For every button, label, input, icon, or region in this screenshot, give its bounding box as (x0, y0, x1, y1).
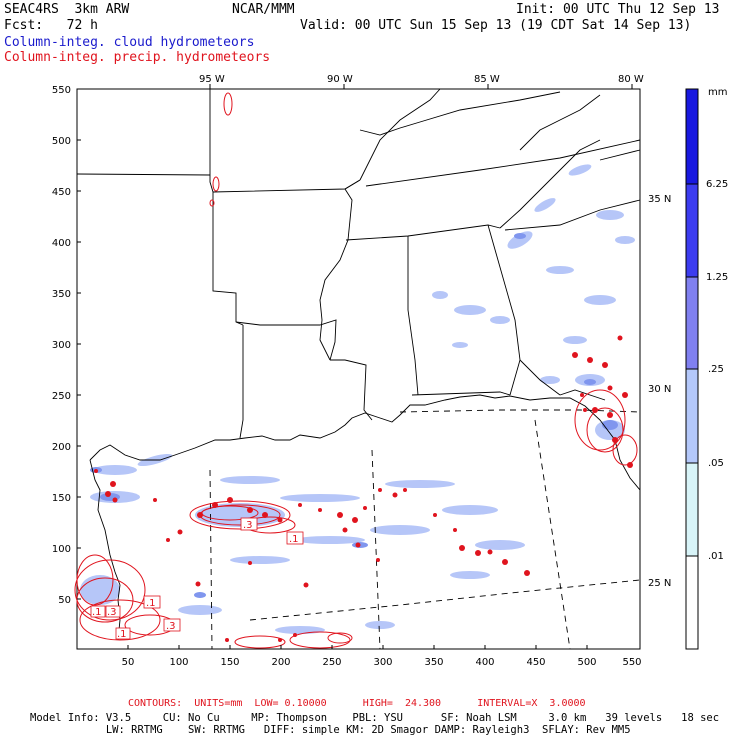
lat-label: 35 N (648, 194, 671, 205)
colorbar-label: 1.25 (706, 272, 728, 283)
longitude-labels: 95 W 90 W 85 W 80 W (199, 74, 644, 85)
y-tick-label: 100 (52, 544, 71, 555)
y-tick-label: 500 (52, 136, 71, 147)
contour-label: .3 (166, 621, 176, 632)
y-tick-label: 50 (58, 595, 71, 606)
contour-label: .3 (243, 520, 253, 531)
y-tick-label: 150 (52, 493, 71, 504)
contour-label: .1 (117, 629, 127, 640)
y-axis-tick-marks (77, 88, 81, 600)
colorbar-bin (686, 556, 698, 649)
y-tick-label: 200 (52, 442, 71, 453)
center-name: NCAR/MMM (232, 2, 295, 17)
x-tick-label: 400 (475, 657, 494, 668)
init-time: Init: 00 UTC Thu 12 Sep 13 (516, 2, 720, 17)
x-tick-label: 100 (169, 657, 188, 668)
colorbar-label: 6.25 (706, 179, 728, 190)
lon-label: 90 W (327, 74, 353, 85)
y-tick-label: 350 (52, 289, 71, 300)
field-cloud-label: Column-integ. cloud hydrometeors (4, 35, 255, 50)
x-tick-label: 150 (220, 657, 239, 668)
lat-label: 30 N (648, 384, 671, 395)
model-info-line1: Model Info: V3.5 CU: No Cu MP: Thompson … (30, 712, 720, 724)
latitude-labels: 35 N 30 N 25 N (648, 194, 671, 589)
lon-label: 85 W (474, 74, 500, 85)
colorbar-bin (686, 89, 698, 184)
map-figure: .3 .1 .1 .1 .3 .3 .1 95 W 90 W 85 W 80 W… (52, 74, 728, 668)
model-info-line2: LW: RRTMG SW: RRTMG DIFF: simple KM: 2D … (30, 724, 631, 736)
valid-time: Valid: 00 UTC Sun 15 Sep 13 (19 CDT Sat … (300, 18, 692, 33)
x-tick-label: 250 (322, 657, 341, 668)
contour-label: .1 (92, 607, 102, 618)
colorbar-label: .25 (708, 364, 724, 375)
x-tick-label: 50 (122, 657, 135, 668)
contour-label: .3 (107, 607, 117, 618)
colorbar-bin (686, 184, 698, 277)
x-tick-label: 500 (577, 657, 596, 668)
colorbar: mm 6.25 1.25 .25 .05 .01 (685, 87, 728, 650)
y-tick-label: 550 (52, 85, 71, 96)
colorbar-unit: mm (708, 87, 727, 98)
longitude-ticks (209, 84, 633, 89)
x-axis-ticks: 50 100 150 200 250 300 350 400 450 500 5… (122, 657, 642, 668)
cloud-hydrometeor-shading (80, 164, 635, 634)
colorbar-bin (686, 277, 698, 369)
contour-info: CONTOURS: UNITS=mm LOW= 0.10000 HIGH= 24… (128, 698, 586, 709)
colorbar-bin (686, 369, 698, 463)
forecast-hour: Fcst: 72 h (4, 18, 98, 33)
contour-label: .1 (146, 598, 156, 609)
contour-value-labels: .3 .1 .1 .1 .3 .3 .1 (90, 517, 304, 640)
field-precip-label: Column-integ. precip. hydrometeors (4, 50, 271, 65)
political-boundaries (76, 88, 641, 641)
lat-label: 25 N (648, 578, 671, 589)
x-tick-label: 200 (271, 657, 290, 668)
lon-label: 95 W (199, 74, 225, 85)
lon-label: 80 W (618, 74, 644, 85)
precip-hydrometeor-cells (94, 335, 633, 642)
colorbar-label: .05 (708, 458, 724, 469)
y-tick-label: 450 (52, 187, 71, 198)
model-name: SEAC4RS 3km ARW (4, 2, 130, 17)
x-axis-tick-marks (127, 645, 588, 649)
x-tick-label: 450 (526, 657, 545, 668)
x-tick-label: 350 (424, 657, 443, 668)
y-tick-label: 250 (52, 391, 71, 402)
y-tick-label: 400 (52, 238, 71, 249)
y-tick-label: 300 (52, 340, 71, 351)
colorbar-bin (686, 463, 698, 556)
y-axis-ticks: 550 500 450 400 350 300 250 200 150 100 … (52, 85, 71, 606)
x-tick-label: 550 (622, 657, 641, 668)
colorbar-label: .01 (708, 551, 724, 562)
x-tick-label: 300 (373, 657, 392, 668)
lat-lon-grid (209, 409, 641, 650)
contour-label: .1 (289, 534, 299, 545)
map-frame (76, 88, 641, 650)
